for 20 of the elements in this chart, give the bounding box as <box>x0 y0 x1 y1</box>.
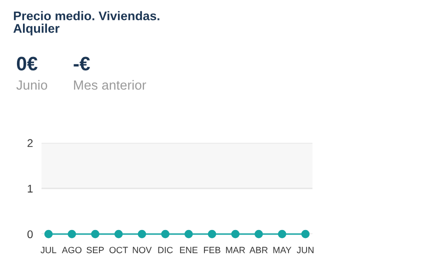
x-tick-label: OCT <box>109 246 128 254</box>
text: 0€ <box>16 56 38 71</box>
x-tick-label: ENE <box>180 246 198 254</box>
x-tick-label: NOV <box>132 246 152 254</box>
y-tick-label: 1 <box>28 184 33 193</box>
text: -€ <box>74 56 90 71</box>
text: Junio <box>16 80 48 90</box>
y-tick-label: 2 <box>28 139 33 147</box>
x-tick-label: JUL <box>40 246 56 254</box>
x-tick-label: SEP <box>86 246 104 254</box>
x-tick-label: AGO <box>62 246 82 254</box>
x-tick-label: MAR <box>226 246 245 254</box>
x-tick-label: MAY <box>273 246 292 254</box>
x-tick-label: JUN <box>296 246 314 254</box>
x-tick-label: FEB <box>204 246 220 254</box>
y-tick-label: 0 <box>27 230 33 238</box>
x-tick-label: DIC <box>158 246 173 254</box>
x-tick-label: ABR <box>249 246 268 254</box>
text: Mes anterior <box>74 80 146 90</box>
chart-title: Precio medio. Viviendas. Alquiler <box>13 11 160 36</box>
